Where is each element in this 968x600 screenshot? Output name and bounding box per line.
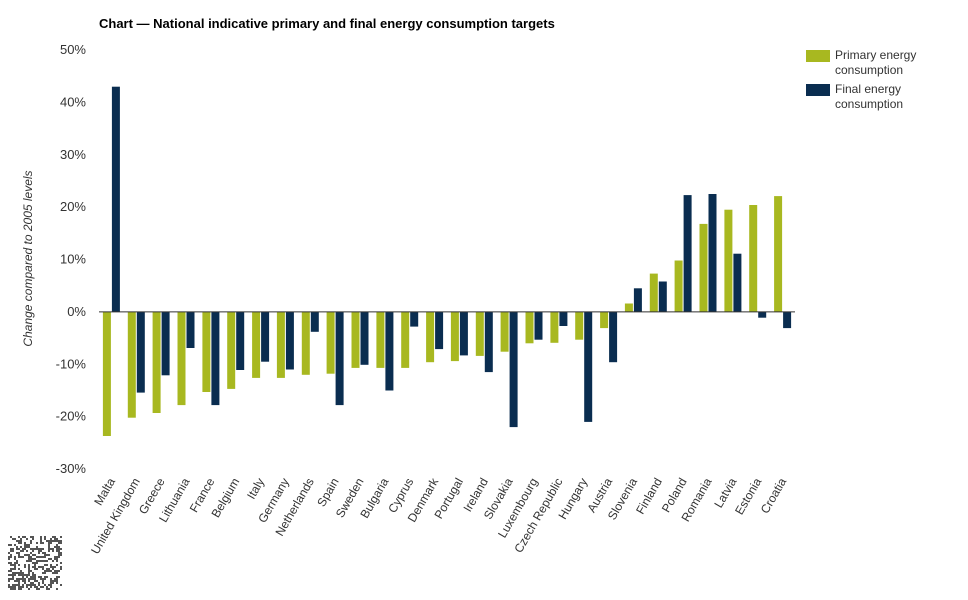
bar-primary-7 [276, 311, 285, 378]
bar-primary-6 [252, 311, 261, 378]
y-tick-label: 20% [60, 199, 86, 214]
bar-final-1 [136, 311, 145, 393]
bar-final-18 [559, 311, 568, 326]
bar-final-22 [658, 281, 667, 312]
bar-final-6 [261, 311, 270, 362]
bar-final-8 [310, 311, 319, 332]
y-tick-label: -30% [56, 461, 87, 476]
bar-primary-5 [227, 311, 236, 389]
bar-primary-8 [301, 311, 310, 375]
bars-group [102, 86, 792, 436]
bar-final-3 [186, 311, 195, 348]
bar-final-23 [683, 195, 692, 312]
y-tick-label: 50% [60, 42, 86, 57]
bar-final-16 [509, 311, 518, 428]
x-tick-label: United Kingdom [88, 476, 143, 557]
legend-label-primary: Primary energy consumption [835, 48, 917, 77]
x-tick-label: Italy [244, 476, 267, 502]
bar-primary-24 [699, 223, 708, 312]
bar-primary-26 [749, 205, 758, 312]
legend-swatch-primary [806, 50, 830, 62]
bar-final-5 [236, 311, 245, 370]
bar-primary-2 [152, 311, 161, 413]
y-axis-label: Change compared to 2005 levels [21, 170, 35, 346]
bar-primary-18 [550, 311, 559, 343]
bar-final-24 [708, 194, 717, 312]
x-tick-label: Croatia [758, 475, 790, 516]
bar-primary-1 [127, 311, 136, 418]
bar-primary-10 [351, 311, 360, 368]
legend-item-final: Final energy consumption [806, 82, 956, 112]
bar-primary-3 [177, 311, 186, 406]
bar-final-12 [410, 311, 419, 327]
bar-final-25 [733, 253, 742, 312]
bar-final-15 [484, 311, 493, 373]
y-tick-label: -10% [56, 356, 87, 371]
bar-primary-23 [674, 260, 683, 312]
y-tick-label: 30% [60, 147, 86, 162]
y-tick-label: 10% [60, 252, 86, 267]
qr-code-icon [8, 536, 62, 590]
bar-primary-20 [600, 311, 609, 329]
bar-final-2 [161, 311, 170, 376]
bar-final-11 [385, 311, 394, 391]
y-tick-labels: -30% -20% -10% 0% 10% 20% 30% 40% 50% [56, 42, 87, 476]
bar-final-0 [111, 86, 120, 312]
bar-primary-11 [376, 311, 385, 368]
y-tick-label: -20% [56, 409, 87, 424]
chart-title: Chart — National indicative primary and … [99, 16, 555, 31]
bar-primary-21 [624, 303, 633, 312]
bar-primary-17 [525, 311, 534, 344]
bar-primary-27 [774, 196, 783, 312]
bar-final-4 [211, 311, 220, 406]
bar-primary-14 [450, 311, 459, 362]
bar-final-14 [459, 311, 468, 356]
y-tick-label: 40% [60, 94, 86, 109]
bar-final-20 [609, 311, 618, 363]
bar-primary-22 [649, 273, 658, 312]
bar-final-17 [534, 311, 543, 340]
bar-primary-9 [326, 311, 335, 374]
bar-primary-13 [426, 311, 435, 363]
bar-final-13 [435, 311, 444, 350]
bar-final-7 [285, 311, 294, 370]
legend: Primary energy consumption Final energy … [806, 48, 956, 116]
legend-swatch-final [806, 84, 830, 96]
legend-label-final: Final energy consumption [835, 82, 904, 111]
bar-final-26 [758, 311, 767, 318]
bar-primary-4 [202, 311, 211, 392]
y-tick-label: 0% [67, 304, 86, 319]
bar-final-21 [633, 288, 642, 312]
bar-primary-19 [575, 311, 584, 340]
bar-primary-25 [724, 209, 733, 312]
bar-primary-16 [500, 311, 509, 352]
bar-final-19 [584, 311, 593, 422]
bar-final-27 [783, 311, 792, 329]
bar-primary-12 [401, 311, 410, 368]
bar-primary-0 [102, 311, 111, 436]
bar-final-10 [360, 311, 369, 365]
bar-final-9 [335, 311, 344, 406]
bar-primary-15 [475, 311, 484, 356]
legend-item-primary: Primary energy consumption [806, 48, 956, 78]
